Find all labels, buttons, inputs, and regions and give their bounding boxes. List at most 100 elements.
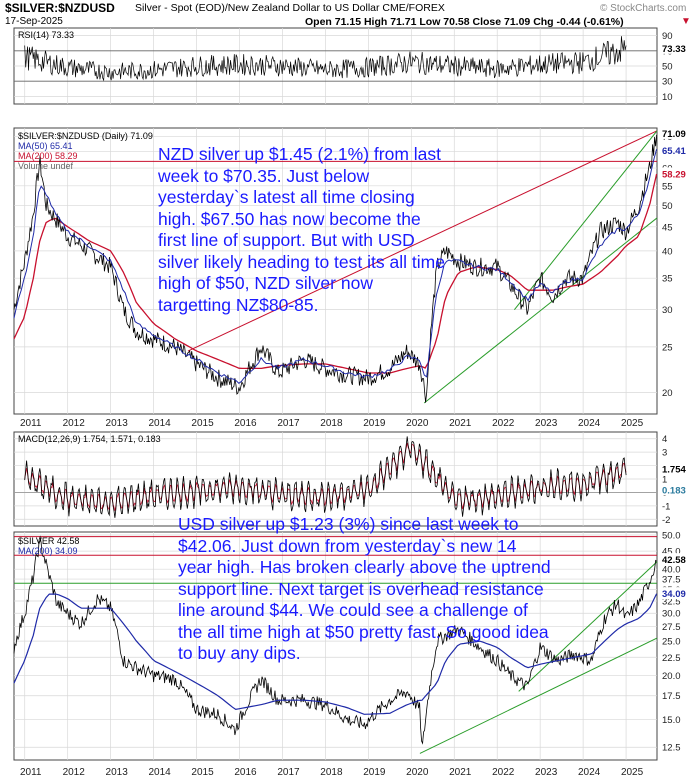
macd-last-value-text: 1.754 bbox=[662, 464, 686, 475]
y-tick-label: 30 bbox=[662, 305, 673, 316]
nzd-ma50-last-value-bg bbox=[658, 143, 694, 156]
y-tick-label: 22.5 bbox=[662, 653, 681, 664]
y-tick-label: 45 bbox=[662, 222, 673, 233]
y-tick-label: 25 bbox=[662, 342, 673, 353]
year-label: 2011 bbox=[20, 418, 42, 429]
y-tick-label: 20 bbox=[662, 388, 673, 399]
year-label: 2014 bbox=[148, 418, 171, 429]
usd-silver-annotation: USD silver up $1.23 (3%) since last week… bbox=[178, 514, 551, 663]
year-label: 2018 bbox=[320, 418, 343, 429]
year-label: 2020 bbox=[406, 767, 429, 778]
change-down-icon: ▼ bbox=[681, 16, 691, 27]
year-label: 2023 bbox=[535, 418, 558, 429]
year-label: 2012 bbox=[63, 767, 86, 778]
usd-price-line bbox=[13, 535, 657, 745]
nzd-ma50-last-value: 65.41 bbox=[658, 143, 694, 157]
year-label: 2012 bbox=[63, 418, 86, 429]
usd-ma200-line bbox=[13, 593, 658, 715]
nzd-upper-trendline bbox=[187, 130, 658, 352]
macd-hist-last-value-text: 0.183 bbox=[662, 485, 686, 496]
nzd-legend-2: MA(200) 58.29 bbox=[18, 151, 78, 161]
year-label: 2021 bbox=[449, 767, 472, 778]
usd-legend-1: MA(200) 34.09 bbox=[18, 546, 78, 556]
rsi-last-value-text: 73.33 bbox=[662, 44, 686, 55]
year-label: 2024 bbox=[578, 418, 601, 429]
chart-date: 17-Sep-2025 bbox=[5, 16, 63, 27]
year-label: 2023 bbox=[535, 767, 558, 778]
macd-line bbox=[24, 436, 627, 518]
usd-price-last-value-text: 42.58 bbox=[662, 555, 686, 566]
nzd-ma200-last-value-text: 58.29 bbox=[662, 169, 686, 180]
nzd-legend-3: Volume undef bbox=[18, 161, 74, 171]
trend-and-resistance-lines bbox=[14, 50, 658, 754]
ohlc-readout: Open 71.15 High 71.71 Low 70.58 Close 71… bbox=[305, 16, 624, 28]
usd-price-last-value: 42.58 bbox=[658, 553, 694, 566]
rsi-last-value: 73.33 bbox=[658, 41, 694, 55]
year-label: 2016 bbox=[234, 767, 257, 778]
nzd-lower-trendline bbox=[423, 217, 658, 404]
usd-price-last-value-bg bbox=[658, 553, 694, 566]
nzd-silver-annotation: NZD silver up $1.45 (2.1%) from last wee… bbox=[158, 144, 445, 315]
y-tick-label: 4 bbox=[662, 434, 667, 445]
stockcharts-logo: © StockCharts.com bbox=[600, 3, 687, 14]
y-tick-label: 20.0 bbox=[662, 671, 681, 682]
y-tick-label: -2 bbox=[662, 515, 670, 526]
nzd-legend-1: MA(50) 65.41 bbox=[18, 141, 73, 151]
panel-frame-nzd bbox=[13, 127, 658, 415]
year-label: 2021 bbox=[449, 418, 472, 429]
year-label: 2019 bbox=[363, 418, 386, 429]
year-label: 2013 bbox=[106, 418, 129, 429]
chart-description: Silver - Spot (EOD)/New Zealand Dollar t… bbox=[135, 2, 445, 14]
y-tick-label: 10 bbox=[662, 92, 673, 103]
y-tick-label: 50 bbox=[662, 62, 673, 73]
year-label: 2022 bbox=[492, 418, 515, 429]
usd-legend-0: $SILVER 42.58 bbox=[18, 536, 79, 546]
y-tick-label: 25.0 bbox=[662, 637, 681, 648]
panel-legends: RSI(14) 73.33 $SILVER:$NZDUSD (Daily) 71.… bbox=[18, 30, 161, 556]
y-tick-label: 35 bbox=[662, 274, 673, 285]
chart-symbol: $SILVER:$NZDUSD bbox=[5, 1, 115, 15]
year-label: 2022 bbox=[492, 767, 515, 778]
year-label: 2011 bbox=[20, 767, 42, 778]
y-tick-label: 50 bbox=[662, 201, 673, 212]
nzd-ma50-last-value-text: 65.41 bbox=[662, 146, 686, 157]
y-tick-label: 30.0 bbox=[662, 609, 681, 620]
year-label: 2017 bbox=[277, 767, 300, 778]
nzd-ma50-line bbox=[13, 149, 658, 384]
year-label: 2013 bbox=[106, 767, 129, 778]
year-label: 2024 bbox=[578, 767, 601, 778]
year-label: 2025 bbox=[621, 767, 644, 778]
usd-ma200-last-value: 34.09 bbox=[658, 587, 694, 600]
year-label: 2017 bbox=[277, 418, 300, 429]
y-tick-label: 1 bbox=[662, 475, 667, 486]
rsi-legend-0: RSI(14) 73.33 bbox=[18, 30, 74, 40]
usd-ma200-last-value-bg bbox=[658, 587, 694, 600]
y-tick-label: 40 bbox=[662, 246, 673, 257]
nzd-price-line bbox=[13, 134, 657, 403]
y-tick-label: 17.5 bbox=[662, 691, 681, 702]
nzd-price-last-value-text: 71.09 bbox=[662, 129, 686, 140]
panel-frame-usd bbox=[13, 531, 658, 761]
macd-last-value-bg bbox=[658, 462, 694, 475]
grid-lines bbox=[14, 28, 657, 760]
y-tick-label: 90 bbox=[662, 31, 673, 42]
y-tick-label: 30 bbox=[662, 77, 673, 88]
rsi-line bbox=[24, 36, 627, 82]
y-tick-label: 15.0 bbox=[662, 715, 681, 726]
usd-lower-trendline bbox=[419, 637, 658, 754]
year-label: 2015 bbox=[191, 767, 214, 778]
year-label: 2016 bbox=[234, 418, 257, 429]
y-tick-label: -1 bbox=[662, 501, 670, 512]
y-tick-label: 40.0 bbox=[662, 565, 681, 576]
usd-channel-top-line bbox=[518, 561, 658, 692]
nzd-legend-0: $SILVER:$NZDUSD (Daily) 71.09 bbox=[18, 131, 153, 141]
nzd-price-last-value-bg bbox=[658, 126, 694, 139]
year-label: 2019 bbox=[363, 767, 386, 778]
y-tick-label: 50.0 bbox=[662, 531, 681, 542]
y-tick-label: 3 bbox=[662, 448, 667, 459]
y-tick-label: 37.5 bbox=[662, 575, 681, 586]
year-label: 2015 bbox=[191, 418, 214, 429]
y-tick-label: 32.5 bbox=[662, 596, 681, 607]
last-value-labels: 73.33 71.09 65.41 58.29 1.754 0.183 42.58 34.09 bbox=[658, 41, 694, 600]
